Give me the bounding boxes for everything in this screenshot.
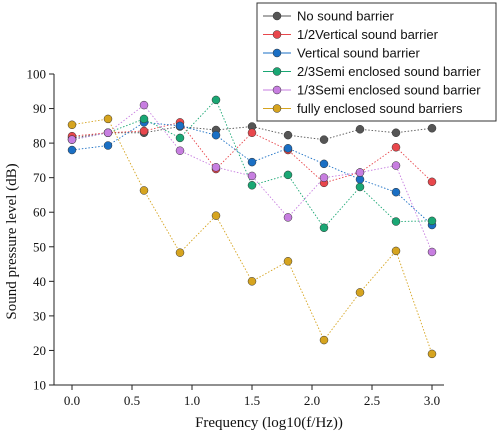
data-point [247, 128, 257, 137]
legend-label: 1/2Vertical sound barrier [297, 27, 439, 42]
legend-item: No sound barrier [263, 9, 394, 24]
data-point [427, 177, 437, 187]
y-axis-title: Sound pressure level (dB) [4, 163, 20, 319]
data-point [67, 120, 77, 130]
x-axis-title: Frequency (log10(f/Hz)) [195, 415, 343, 431]
data-point [67, 135, 77, 144]
legend-item: fully enclosed sound barriers [263, 101, 463, 116]
data-point [355, 288, 365, 297]
data-point [319, 335, 329, 345]
data-point [427, 349, 437, 359]
legend-label: 2/3Semi enclosed sound barrier [297, 64, 481, 79]
legend-marker [272, 30, 282, 39]
data-point [175, 121, 185, 131]
y-tick-label: 50 [33, 239, 46, 254]
data-point [319, 135, 329, 144]
y-tick-label: 20 [33, 343, 46, 358]
series-line [71, 104, 433, 253]
data-point [391, 217, 401, 226]
y-tick-label: 30 [33, 308, 46, 323]
axes: 10 20 30 40 50 60 70 80 90 100 0.0 0.5 1.0 1.5 2.0 2.5 3… [27, 67, 444, 408]
series-6 [67, 114, 437, 359]
data-point [391, 143, 401, 152]
data-point [391, 128, 401, 137]
data-point [175, 146, 185, 155]
data-point [427, 216, 437, 226]
legend-label: No sound barrier [297, 9, 394, 24]
data-point [139, 100, 149, 110]
legend-box [256, 2, 497, 122]
data-point [103, 141, 113, 150]
data-point [319, 159, 329, 169]
y-tick-label: 60 [33, 205, 46, 220]
data-point [283, 213, 293, 222]
data-point [247, 157, 257, 167]
legend-item: Vertical sound barrier [263, 46, 421, 61]
data-point [283, 257, 293, 266]
x-tick-label: 0.0 [64, 393, 80, 408]
series-3 [67, 118, 437, 230]
data-point [391, 161, 401, 170]
y-tick-label: 40 [33, 274, 46, 289]
legend-marker [272, 104, 282, 113]
data-point [139, 126, 149, 136]
data-point [319, 223, 329, 233]
data-point [211, 130, 221, 140]
legend-marker [272, 85, 282, 95]
x-tick-label: 1.5 [244, 393, 260, 408]
data-point [67, 145, 77, 155]
legend-item: 2/3Semi enclosed sound barrier [263, 64, 481, 79]
series-line [71, 118, 433, 355]
data-point [283, 170, 293, 180]
data-point [103, 114, 113, 124]
data-point [103, 128, 113, 137]
data-point [247, 181, 257, 190]
legend-marker [272, 48, 282, 58]
series-line [71, 121, 433, 226]
data-point [211, 95, 221, 105]
data-point [283, 130, 293, 140]
data-point [211, 163, 221, 172]
legend-item: 1/3Semi enclosed sound barrier [263, 83, 481, 98]
data-point [391, 246, 401, 256]
legend-label: Vertical sound barrier [297, 46, 421, 61]
data-point [175, 248, 185, 257]
data-point [355, 182, 365, 192]
legend-marker [272, 11, 282, 21]
legend-label: fully enclosed sound barriers [297, 101, 463, 116]
data-point [391, 187, 401, 197]
data-point [355, 168, 365, 177]
x-tick-label: 0.5 [124, 393, 140, 408]
data-point [211, 211, 221, 220]
y-tick-label: 80 [33, 136, 46, 151]
data-point [139, 186, 149, 195]
data-point [427, 247, 437, 257]
y-tick-label: 100 [27, 67, 47, 82]
series-5 [67, 100, 437, 257]
series-lines [67, 95, 437, 359]
data-point [247, 277, 257, 286]
legend-item: 1/2Vertical sound barrier [263, 27, 439, 42]
x-tick-label: 2.0 [304, 393, 320, 408]
data-point [283, 144, 293, 153]
x-tick-label: 3.0 [424, 393, 440, 408]
x-tick-label: 2.5 [364, 393, 380, 408]
data-point [175, 133, 185, 143]
series-line [71, 126, 433, 141]
legend-marker [272, 67, 282, 76]
data-point [247, 171, 257, 181]
data-point [427, 124, 437, 133]
y-tick-label: 10 [33, 378, 46, 393]
x-tick-label: 1.0 [184, 393, 200, 408]
legend: No sound barrier 1/2Vertical sound barrie… [256, 2, 497, 122]
y-tick-label: 90 [33, 101, 46, 116]
data-point [319, 173, 329, 182]
data-point [139, 114, 149, 124]
y-tick-label: 70 [33, 170, 46, 185]
data-point [355, 125, 365, 134]
legend-label: 1/3Semi enclosed sound barrier [297, 83, 481, 98]
